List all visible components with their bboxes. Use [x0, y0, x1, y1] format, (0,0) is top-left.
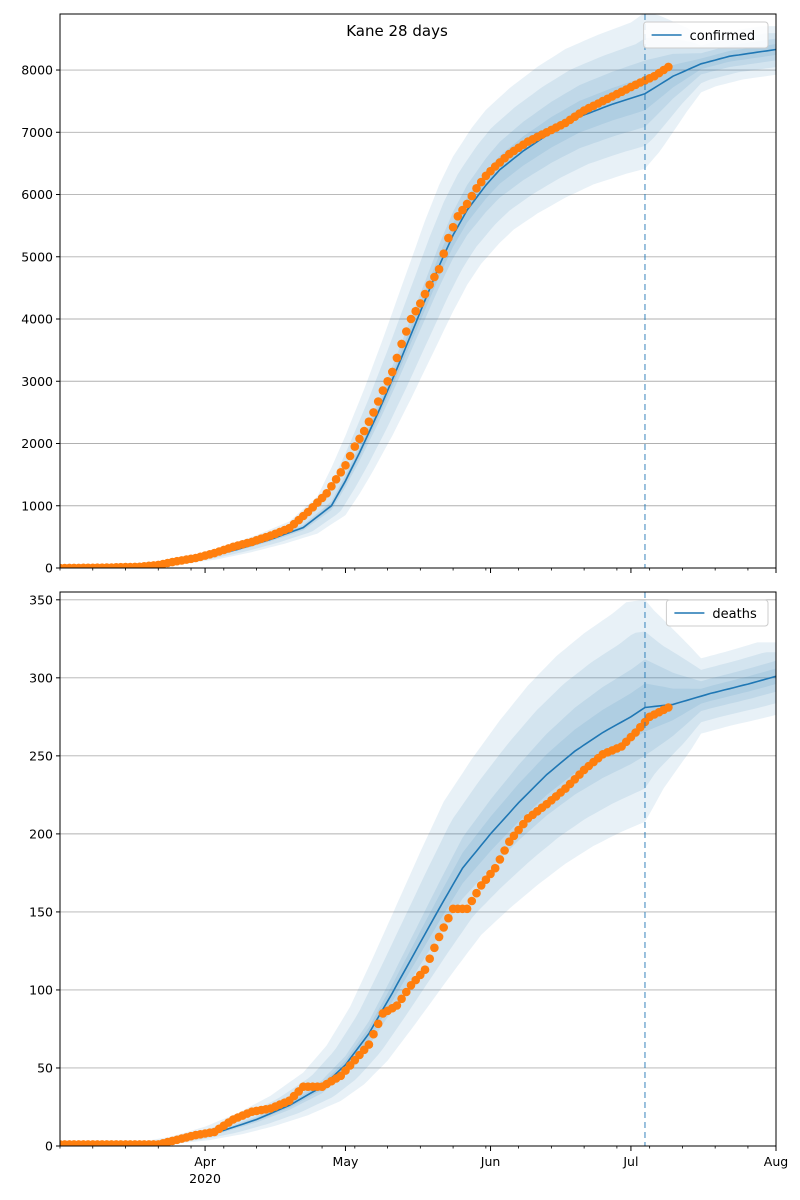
y-tick-label: 1000	[21, 498, 53, 513]
observed-point	[439, 923, 449, 932]
y-tick-label: 100	[29, 982, 53, 997]
observed-point	[472, 888, 481, 898]
observed-point	[406, 314, 416, 324]
y-tick-label: 7000	[21, 125, 53, 140]
x-tick-label: Jun	[480, 1154, 501, 1169]
observed-point	[430, 272, 439, 282]
observed-point	[505, 837, 514, 846]
observed-point	[373, 1019, 383, 1029]
figure-title: Kane 28 days	[346, 22, 448, 40]
observed-point	[439, 249, 449, 258]
observed-point	[397, 339, 406, 349]
observed-point	[467, 896, 477, 906]
y-tick-label: 4000	[21, 312, 53, 327]
observed-point	[509, 831, 519, 841]
observed-point	[392, 1001, 402, 1010]
y-tick-label: 2000	[21, 436, 53, 451]
legend-label: deaths	[712, 607, 757, 622]
observed-point	[453, 212, 463, 221]
observed-point	[472, 184, 481, 193]
observed-point	[397, 994, 406, 1004]
x-tick-label: Apr	[194, 1154, 216, 1169]
y-tick-label: 0	[45, 561, 53, 576]
observed-point	[369, 408, 378, 417]
observed-point	[476, 881, 486, 890]
observed-point	[514, 825, 523, 835]
observed-point	[519, 819, 528, 829]
x-tick-label: May	[333, 1154, 359, 1169]
observed-point	[420, 965, 430, 974]
observed-point	[476, 177, 486, 187]
observed-point	[500, 846, 509, 855]
observed-point	[448, 222, 458, 232]
observed-point	[425, 280, 435, 290]
uncertainty-band	[60, 659, 776, 1146]
observed-point	[486, 869, 495, 879]
observed-point	[383, 377, 392, 386]
x-tick-label: Jul	[622, 1154, 638, 1169]
y-tick-label: 6000	[21, 187, 53, 202]
y-tick-label: 250	[29, 748, 53, 763]
observed-point	[664, 62, 673, 72]
axes-frame	[59, 591, 777, 1147]
observed-point	[495, 855, 505, 864]
y-tick-label: 300	[29, 670, 53, 685]
y-tick-label: 0	[45, 1139, 53, 1154]
x-tick-label: Aug	[764, 1154, 788, 1169]
x-year-label: 2020	[189, 1171, 221, 1186]
observed-point	[388, 367, 397, 377]
legend-label: confirmed	[690, 29, 756, 44]
observed-point	[434, 264, 444, 274]
legend-box	[643, 21, 769, 49]
observed-point	[402, 327, 411, 336]
observed-point	[336, 468, 346, 477]
observed-point	[327, 482, 336, 491]
y-tick-label: 5000	[21, 249, 53, 264]
y-tick-label: 50	[37, 1060, 53, 1075]
observed-point	[481, 875, 491, 884]
observed-point	[331, 475, 341, 484]
y-tick-label: 8000	[21, 63, 53, 78]
observed-point	[444, 233, 453, 243]
plot-area	[60, 599, 776, 1146]
observed-point	[341, 461, 350, 470]
observed-point	[392, 353, 402, 363]
observed-point	[345, 451, 355, 461]
confirmed-panel: 0 1000 2000 3000 4000 5000 6000 7000 8000 confirm…	[21, 13, 777, 576]
observed-point	[411, 306, 421, 316]
y-tick-label: 200	[29, 826, 53, 841]
observed-point	[490, 863, 500, 873]
observed-point	[364, 1040, 374, 1049]
observed-point	[434, 932, 444, 942]
observed-point	[350, 442, 360, 451]
observed-point	[425, 954, 435, 963]
observed-point	[373, 397, 383, 406]
axes-frame	[59, 13, 777, 569]
observed-point	[364, 417, 374, 427]
observed-point	[369, 1029, 378, 1039]
observed-point	[359, 426, 369, 436]
observed-point	[402, 987, 411, 997]
y-tick-label: 350	[29, 592, 53, 607]
observed-point	[322, 489, 332, 498]
observed-point	[420, 289, 430, 299]
uncertainty-band	[60, 14, 776, 568]
observed-point	[664, 703, 673, 712]
y-tick-label: 150	[29, 904, 53, 919]
observed-point	[378, 386, 388, 395]
observed-point	[462, 904, 472, 914]
observed-point	[458, 205, 467, 215]
observed-point	[416, 299, 425, 308]
observed-point	[355, 434, 364, 444]
y-tick-label: 3000	[21, 374, 53, 389]
plot-area	[60, 14, 776, 568]
observed-point	[467, 191, 477, 201]
observed-point	[444, 913, 453, 923]
legend-box	[665, 599, 769, 627]
deaths-panel: 0 50 100 150 200 250 300 350 Apr May Jun Jul Aug 2020…	[29, 591, 788, 1186]
observed-point	[430, 943, 439, 953]
observed-point	[462, 199, 472, 209]
